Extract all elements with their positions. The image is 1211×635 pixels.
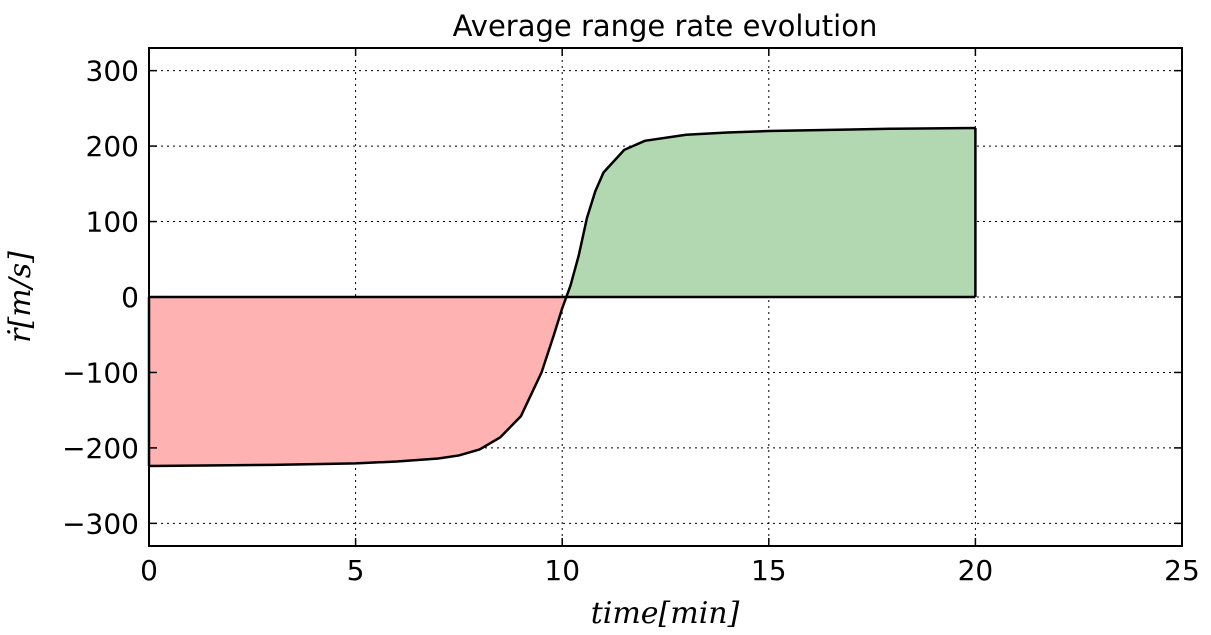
y-tick-label: −300 [62,507,139,540]
fill-layer [149,127,976,467]
y-tick-label: 200 [86,130,139,163]
x-tick-label: 5 [347,554,365,587]
tick-layer: 0 5 10 15 20 25 −300 −200 −100 0 100 200 300 [62,48,1200,587]
y-tick-label: −200 [62,432,139,465]
x-axis-label: time[min] [591,596,740,630]
x-tick-label: 25 [1164,554,1200,587]
chart-title: Average range rate evolution [453,9,878,43]
y-axis-label: ṙ[m/s] [3,251,38,343]
y-tick-label: −100 [62,356,139,389]
x-tick-label: 20 [958,554,994,587]
x-tick-label: 10 [544,554,580,587]
y-tick-label: 100 [86,206,139,239]
y-tick-label: 300 [86,55,139,88]
y-tick-label: 0 [121,281,139,314]
x-tick-label: 0 [140,554,158,587]
positive-area [566,127,976,298]
negative-area [149,297,567,467]
x-tick-label: 15 [751,554,787,587]
